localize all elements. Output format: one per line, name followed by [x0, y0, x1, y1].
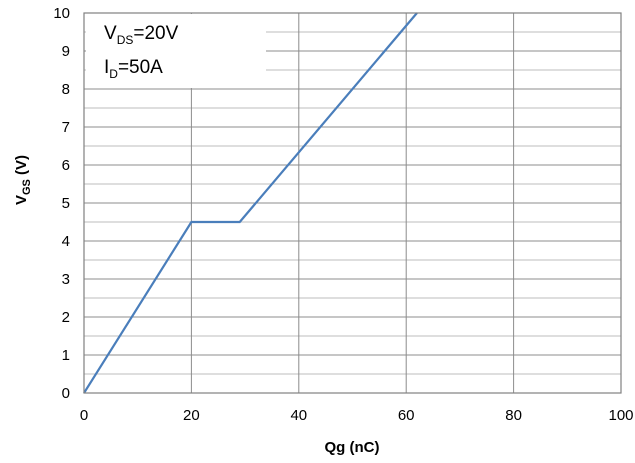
- y-tick-label: 6: [62, 157, 70, 174]
- minor-grid: [84, 31, 621, 375]
- y-tick-labels: 0 1 2 3 4 5 6 7 8 9 10: [53, 5, 70, 402]
- x-tick-label: 40: [290, 407, 307, 424]
- x-tick-label: 60: [398, 407, 415, 424]
- x-tick-label: 80: [505, 407, 522, 424]
- y-tick-label: 9: [62, 43, 70, 60]
- y-tick-label: 0: [62, 385, 70, 402]
- annotation-vds: VDS=20V: [104, 23, 179, 47]
- y-tick-label: 5: [62, 195, 70, 212]
- series-layer: [83, 12, 418, 394]
- y-tick-label: 10: [53, 5, 70, 22]
- plot-frame: [83, 12, 622, 394]
- x-tick-label: 20: [183, 407, 200, 424]
- y-tick-label: 7: [62, 119, 70, 136]
- annotation-id: ID=50A: [104, 57, 163, 81]
- y-tick-label: 1: [62, 347, 70, 364]
- series-line-0: [83, 12, 418, 394]
- y-tick-label: 8: [62, 81, 70, 98]
- annotation-box: [86, 14, 266, 88]
- x-tick-labels: 0 20 40 60 80 100: [80, 407, 634, 424]
- x-tick-label: 100: [608, 407, 633, 424]
- y-axis-title: VGS (V): [13, 155, 33, 205]
- y-tick-label: 4: [62, 233, 70, 250]
- y-tick-label: 2: [62, 309, 70, 326]
- y-tick-label: 3: [62, 271, 70, 288]
- x-tick-label: 0: [80, 407, 88, 424]
- x-axis-title: Qg (nC): [325, 439, 380, 456]
